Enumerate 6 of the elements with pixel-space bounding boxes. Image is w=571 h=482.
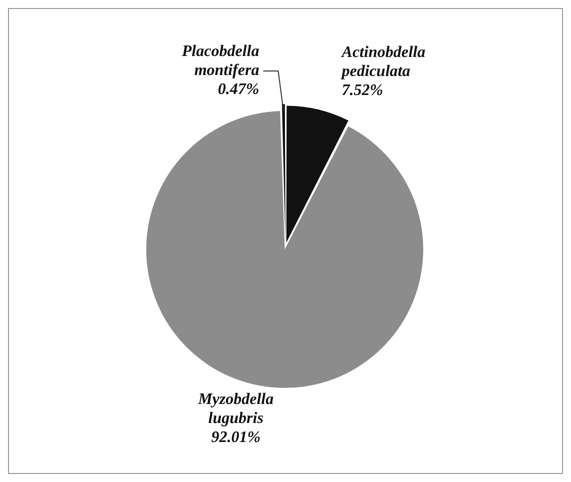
slice-label: Placobdella montifera xyxy=(180,43,260,80)
data-label: 0.47% xyxy=(218,81,260,98)
slice-label: Myzobdella lugubris xyxy=(197,390,274,427)
data-label: 7.52% xyxy=(342,82,384,99)
data-label: 92.01% xyxy=(211,428,261,446)
slice-label: Actinobdella pediculata xyxy=(340,44,426,80)
